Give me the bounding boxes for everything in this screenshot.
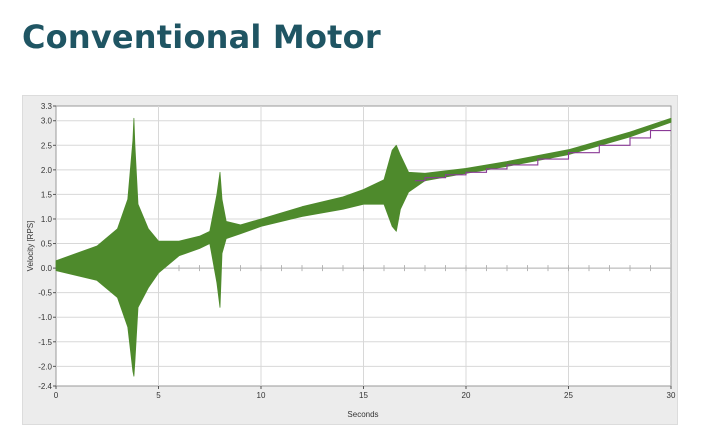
- y-tick-label: -2.4: [38, 382, 52, 391]
- y-tick-label: 1.0: [41, 215, 53, 224]
- y-tick-label: 2.0: [41, 166, 53, 175]
- x-tick-label: 0: [54, 391, 59, 400]
- x-tick-label: 10: [257, 391, 266, 400]
- y-tick-label: -0.5: [38, 289, 52, 298]
- y-tick-label: 1.5: [41, 190, 53, 199]
- x-tick-label: 30: [667, 391, 676, 400]
- y-tick-label: 0.5: [41, 240, 53, 249]
- x-tick-label: 5: [156, 391, 161, 400]
- x-tick-label: 15: [359, 391, 368, 400]
- page-title: Conventional Motor: [22, 18, 381, 56]
- x-axis-title: Seconds: [347, 410, 378, 419]
- velocity-series: [55, 117, 672, 377]
- command-step-series: [414, 130, 671, 182]
- y-tick-label: -2.0: [38, 362, 52, 371]
- y-tick-label: 3.0: [41, 117, 53, 126]
- y-tick-label: 3.3: [41, 102, 53, 111]
- series-layer: [55, 117, 672, 377]
- y-axis-title: Velocity [RPS]: [26, 221, 35, 272]
- x-tick-label: 25: [564, 391, 573, 400]
- chart-panel: 0 5 10 15 20 25 30 -2.4 -2.0 -1.5 -1.0 -0.5 0.0 0.5 1.…: [22, 95, 678, 425]
- y-tick-label: 0.0: [41, 264, 53, 273]
- y-tick-label: 2.5: [41, 141, 53, 150]
- y-tick-label: -1.5: [38, 338, 52, 347]
- velocity-chart: 0 5 10 15 20 25 30 -2.4 -2.0 -1.5 -1.0 -0.5 0.0 0.5 1.…: [26, 102, 676, 419]
- axes: 0 5 10 15 20 25 30 -2.4 -2.0 -1.5 -1.0 -0.5 0.0 0.5 1.…: [38, 102, 676, 400]
- x-tick-label: 20: [462, 391, 471, 400]
- y-tick-label: -1.0: [38, 313, 52, 322]
